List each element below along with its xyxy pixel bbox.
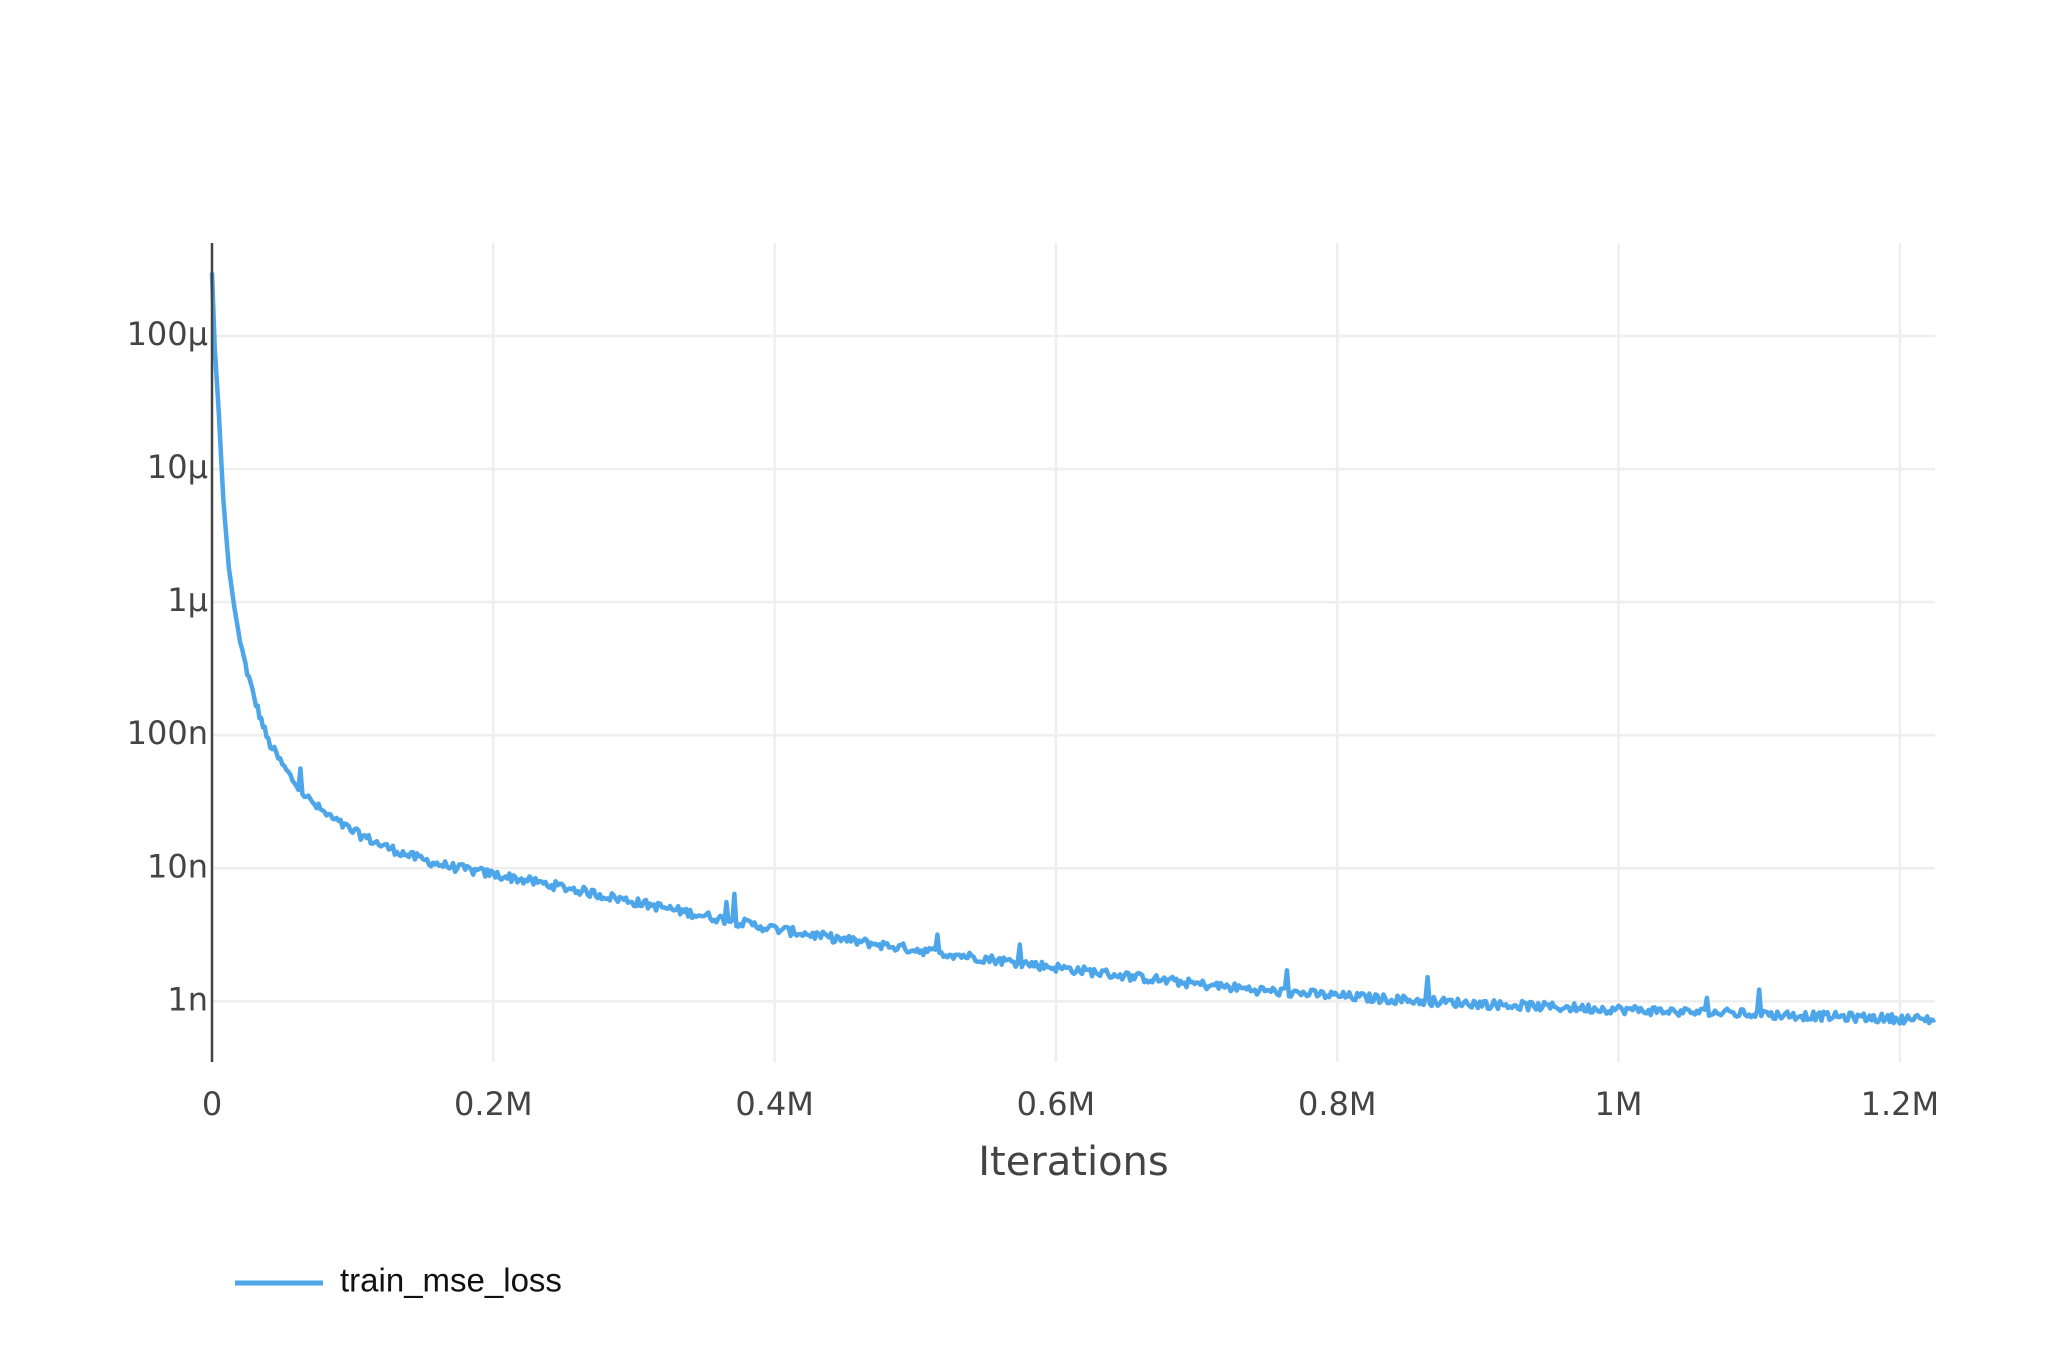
x-tick-label: 1.2M	[1861, 1085, 1940, 1123]
y-gridlines	[212, 334, 1935, 1003]
y-tick-labels: 1n 10n 100n 1μ 10μ 100μ	[127, 315, 208, 1018]
legend-label[interactable]: train_mse_loss	[340, 1262, 562, 1299]
y-tick-label: 10μ	[147, 448, 208, 486]
x-gridlines	[492, 243, 1902, 1062]
series-line-train_mse_loss	[209, 272, 1937, 1026]
y-tick-label: 1n	[167, 980, 208, 1018]
x-tick-label: 0.8M	[1298, 1085, 1377, 1123]
y-tick-label: 100μ	[127, 315, 208, 353]
y-tick-label: 100n	[127, 714, 208, 752]
x-tick-label: 0	[202, 1085, 222, 1123]
y-tick-label: 10n	[147, 847, 208, 885]
x-tick-labels: 0 0.2M 0.4M 0.6M 0.8M 1M 1.2M	[202, 1085, 1939, 1123]
legend[interactable]: train_mse_loss	[235, 1262, 562, 1299]
x-axis-title: Iterations	[978, 1139, 1169, 1185]
series-layer	[209, 272, 1937, 1026]
y-tick-label: 1μ	[167, 581, 208, 619]
x-tick-label: 0.6M	[1017, 1085, 1096, 1123]
x-tick-label: 0.4M	[735, 1085, 814, 1123]
x-tick-label: 1M	[1595, 1085, 1643, 1123]
x-tick-label: 0.2M	[454, 1085, 533, 1123]
